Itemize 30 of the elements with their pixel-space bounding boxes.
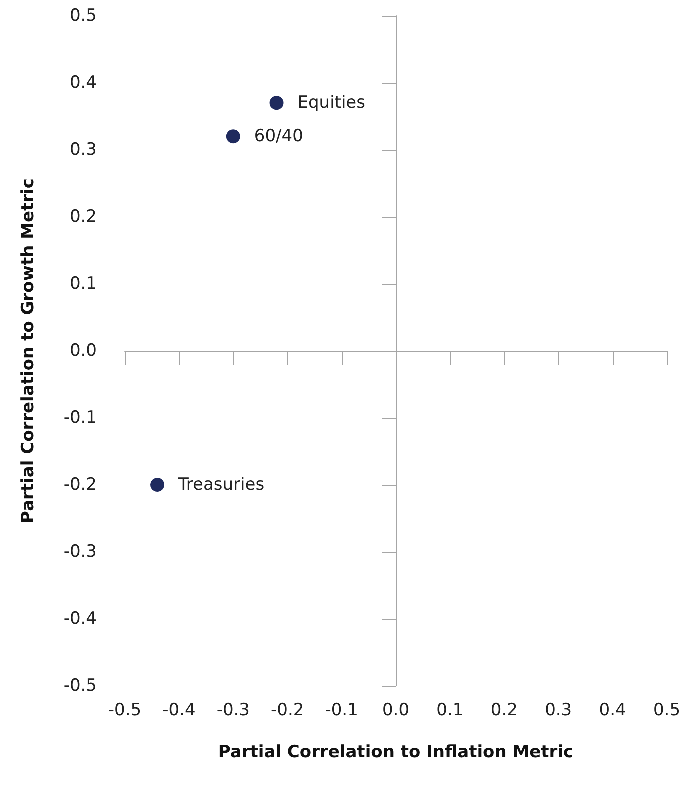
x-axis-title: Partial Correlation to Inflation Metric <box>218 742 574 762</box>
y-tick-label: -0.2 <box>64 475 97 495</box>
y-tick-label: 0.5 <box>70 6 97 26</box>
x-tick-label: 0.0 <box>382 700 410 720</box>
x-tick-label: 0.3 <box>545 700 572 720</box>
y-tick-label: 0.4 <box>70 73 97 93</box>
y-tick-label: 0.0 <box>70 341 97 361</box>
x-tick-label: 0.5 <box>653 700 681 720</box>
y-tick-label: -0.1 <box>64 408 97 428</box>
x-tick-label: -0.5 <box>108 700 142 720</box>
y-axis-title: Partial Correlation to Growth Metric <box>18 178 38 524</box>
x-tick-label: -0.4 <box>162 700 196 720</box>
y-tick-label: 0.2 <box>70 207 97 227</box>
series-label: 60/40 <box>254 126 304 147</box>
series-label: Equities <box>298 93 366 114</box>
point <box>226 130 240 144</box>
y-tick-label: 0.3 <box>70 140 97 160</box>
x-tick-label: 0.2 <box>490 700 518 720</box>
point <box>150 478 165 492</box>
series-label: Treasuries <box>178 475 265 495</box>
y-tick-label: -0.5 <box>64 676 97 696</box>
x-tick-label: 0.4 <box>599 700 626 720</box>
y-tick-label: -0.4 <box>64 609 97 629</box>
x-tick-label: -0.2 <box>271 700 304 720</box>
x-tick-label: -0.1 <box>325 700 358 720</box>
x-tick-label: -0.3 <box>216 700 250 720</box>
y-tick-label: -0.3 <box>64 542 97 562</box>
y-tick-label: 0.1 <box>70 274 97 294</box>
point <box>270 96 284 110</box>
x-tick-label: 0.1 <box>436 700 464 720</box>
